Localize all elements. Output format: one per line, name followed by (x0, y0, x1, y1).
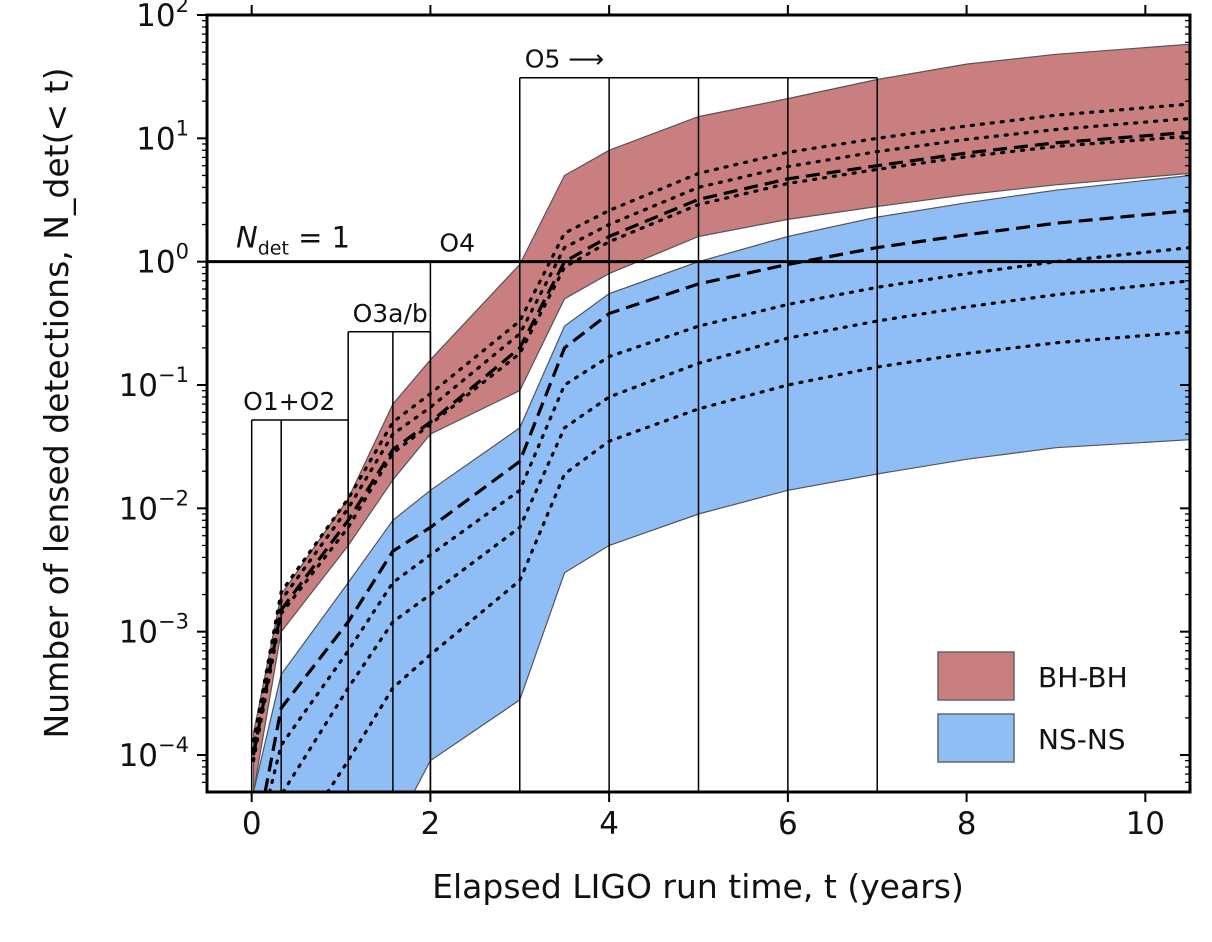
reference-line-layer: Ndet = 1 (207, 221, 1190, 264)
ns-ns-dotted-1-curve (268, 246, 1190, 792)
x-tick-label-4: 4 (599, 806, 619, 842)
ns-ns-band (252, 174, 1190, 792)
y-tick-label-6: 102 (136, 0, 189, 34)
ndet-1-label: Ndet = 1 (236, 221, 350, 260)
y-tick-label-5: 101 (136, 116, 189, 157)
run-label-o1-o2: O1+O2 (243, 387, 335, 416)
legend-swatch-ns-ns (937, 713, 1015, 763)
y-tick-label-4: 100 (136, 240, 189, 281)
bh-bh-dotted-1-curve (251, 102, 1190, 743)
legend-swatch-bh-bh (937, 651, 1015, 701)
bh-bh-dotted-3-curve (251, 134, 1190, 763)
y-axis-title: Number of lensed detections, N_det(< t) (37, 68, 76, 739)
run-label-o3a-b: O3a/b (353, 299, 428, 328)
bh-bh-dotted-2-curve (251, 116, 1190, 752)
x-tick-label-10: 10 (1126, 806, 1165, 842)
x-tick-label-0: 0 (242, 806, 262, 842)
y-tick-label-3: 10−1 (119, 363, 189, 404)
x-tick-label-2: 2 (421, 806, 441, 842)
x-axis-title: Elapsed LIGO run time, t (years) (432, 867, 964, 906)
y-tick-label-1: 10−3 (119, 610, 189, 651)
axes-layer: 0 2 4 6 8 10 10−4 10−3 10−2 10−1 100 101 102 (119, 0, 1192, 842)
run-label-o4: O4 (439, 229, 475, 258)
observing-runs-layer: O1+O2 O3a/b O4 O5 ⟶ (243, 45, 878, 792)
y-tick-label-2: 10−2 (119, 486, 189, 527)
bands-layer (252, 43, 1190, 792)
bh-bh-band (252, 43, 1190, 792)
y-tick-label-0: 10−4 (119, 733, 189, 774)
legend-label-bh-bh: BH-BH (1038, 661, 1128, 694)
bh-bh-median-dashed-curve (251, 130, 1190, 756)
x-tick-label-8: 8 (957, 806, 977, 842)
legend-label-ns-ns: NS-NS (1038, 723, 1126, 756)
x-tick-label-6: 6 (778, 806, 798, 842)
legend: BH-BH NS-NS (937, 651, 1128, 763)
run-label-o5: O5 ⟶ (525, 45, 604, 74)
